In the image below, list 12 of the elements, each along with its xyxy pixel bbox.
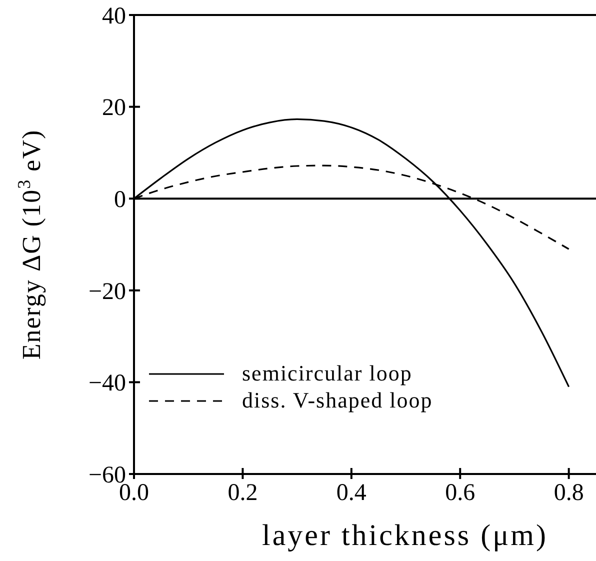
x-axis-title: layer thickness (μm) xyxy=(262,519,548,552)
legend-label: semicircular loop xyxy=(242,360,412,386)
x-tick-label: 0.4 xyxy=(336,480,366,506)
y-tick-label: −40 xyxy=(88,370,126,397)
y-tick-label: 0 xyxy=(114,187,126,213)
y-tick-label: −20 xyxy=(88,278,126,305)
legend-label: diss. V-shaped loop xyxy=(242,388,433,413)
x-tick-label: 0.2 xyxy=(228,480,258,506)
x-tick-label: 0.8 xyxy=(554,480,584,506)
y-tick-label: 20 xyxy=(102,95,126,122)
x-tick-label: 0.6 xyxy=(445,480,476,506)
y-tick-label: 40 xyxy=(102,3,126,30)
